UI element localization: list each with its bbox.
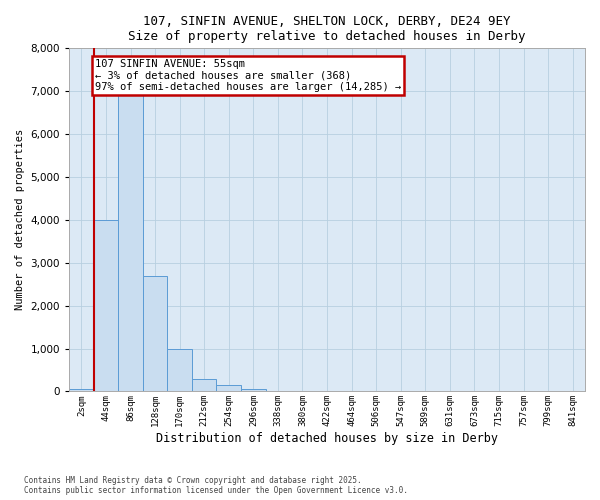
Bar: [118, 70, 143, 392]
Text: 107 SINFIN AVENUE: 55sqm
← 3% of detached houses are smaller (368)
97% of semi-d: 107 SINFIN AVENUE: 55sqm ← 3% of detache…: [95, 59, 401, 92]
Bar: [167, 348, 192, 392]
Bar: [241, 390, 266, 392]
X-axis label: Distribution of detached houses by size in Derby: Distribution of detached houses by size …: [156, 432, 498, 445]
Bar: [217, 385, 241, 392]
Bar: [69, 390, 94, 392]
Text: Contains HM Land Registry data © Crown copyright and database right 2025.
Contai: Contains HM Land Registry data © Crown c…: [24, 476, 408, 495]
Title: 107, SINFIN AVENUE, SHELTON LOCK, DERBY, DE24 9EY
Size of property relative to d: 107, SINFIN AVENUE, SHELTON LOCK, DERBY,…: [128, 15, 526, 43]
Y-axis label: Number of detached properties: Number of detached properties: [15, 129, 25, 310]
Bar: [94, 220, 118, 392]
Bar: [143, 276, 167, 392]
Bar: [192, 378, 217, 392]
